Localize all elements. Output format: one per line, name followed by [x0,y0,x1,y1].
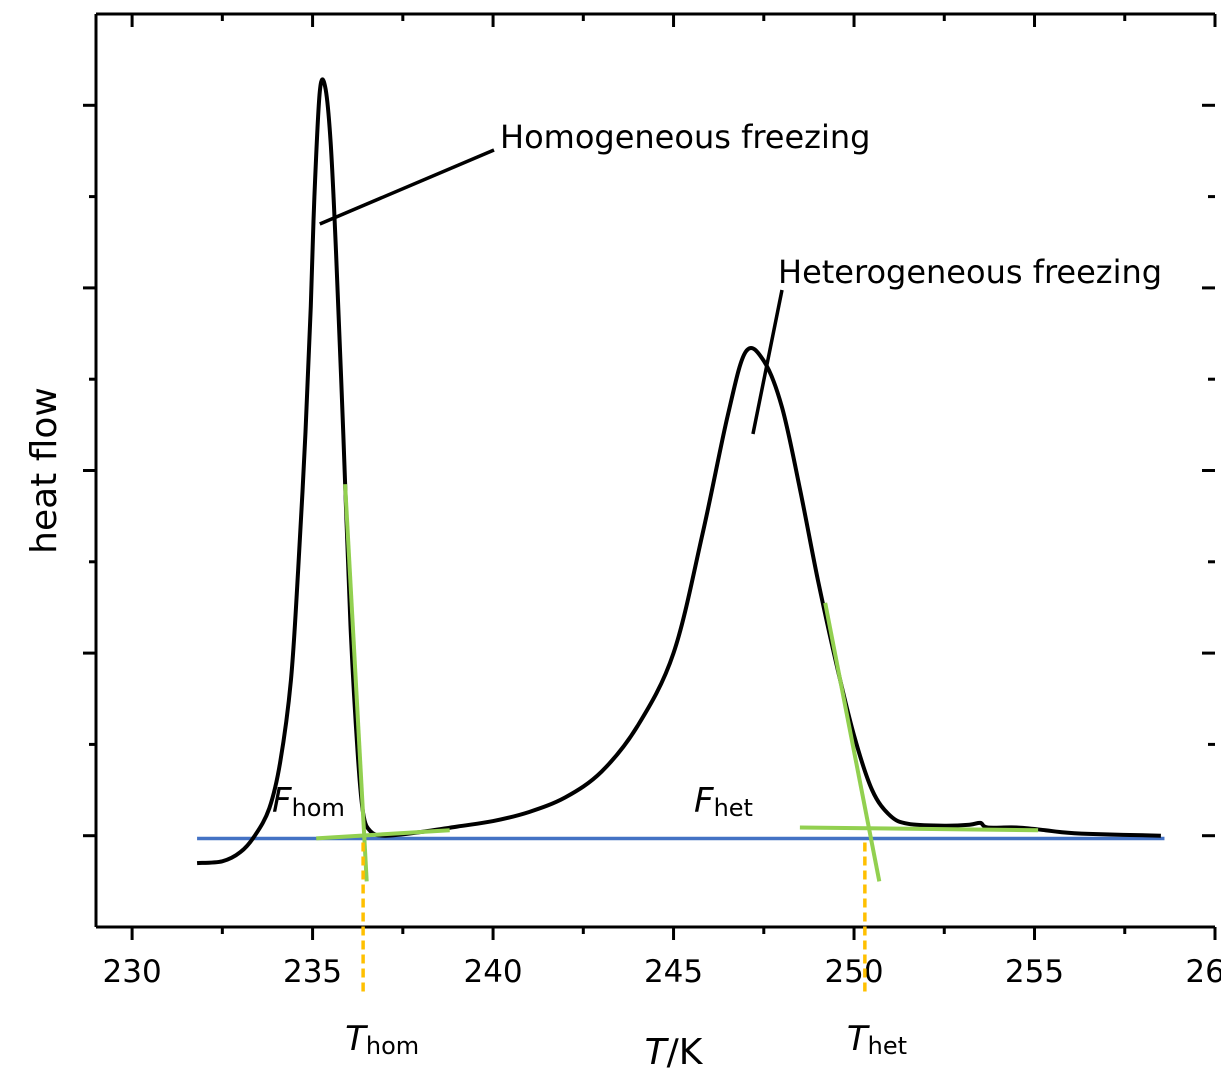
x-tick-label: 260 [1185,954,1221,990]
x-tick-label: 235 [283,954,342,990]
chart-labels: heat flow T/K Thom Thet Fhom Fhet Homogeneous … [24,118,1162,1073]
annotation-label: Homogeneous freezing [500,118,870,156]
x-tick-label: 245 [644,954,703,990]
tick-labels: 230 235 240 245 250 255 260 [103,954,1221,990]
tangent-line [343,484,369,882]
heat-flow-curve [196,77,1161,866]
area-label: Fhet [694,781,753,822]
plot-lines [196,77,1165,995]
annotation-label: Heterogeneous freezing [778,253,1162,291]
annotation-leader [319,148,495,226]
y-axis-title: heat flow [24,387,65,554]
tangent-line [316,828,450,841]
x-tick-label: 250 [824,954,883,990]
x-tick-label: 255 [1005,954,1064,990]
onset-label: Thom [345,1019,419,1060]
x-axis-title: T/K [645,1032,704,1073]
tangent-line [823,602,882,882]
onset-label: Thet [847,1019,907,1060]
tangent-line [799,825,1039,833]
area-label: Fhom [272,781,345,822]
ticks [83,14,1217,940]
x-tick-label: 230 [103,954,162,990]
x-tick-label: 240 [463,954,522,990]
annotation-leader [751,289,784,435]
